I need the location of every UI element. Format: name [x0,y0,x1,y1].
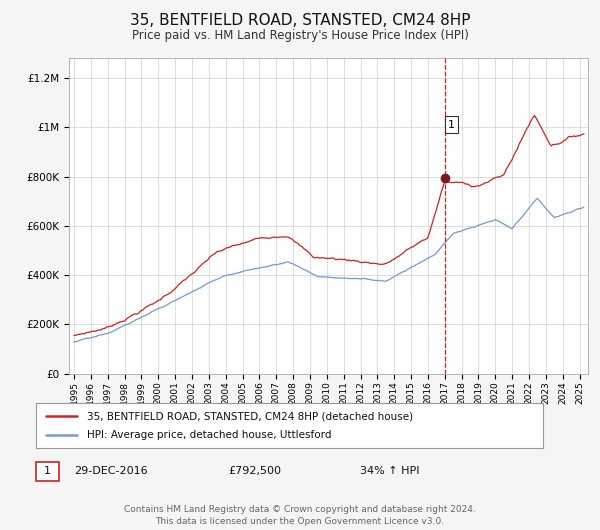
Text: 1: 1 [448,120,455,130]
Text: £792,500: £792,500 [228,466,281,476]
Text: Price paid vs. HM Land Registry's House Price Index (HPI): Price paid vs. HM Land Registry's House … [131,29,469,42]
Text: 34% ↑ HPI: 34% ↑ HPI [360,466,419,476]
Text: 29-DEC-2016: 29-DEC-2016 [74,466,148,476]
Text: HPI: Average price, detached house, Uttlesford: HPI: Average price, detached house, Uttl… [87,430,331,440]
Text: Contains HM Land Registry data © Crown copyright and database right 2024.: Contains HM Land Registry data © Crown c… [124,505,476,514]
Text: This data is licensed under the Open Government Licence v3.0.: This data is licensed under the Open Gov… [155,517,445,526]
Text: 35, BENTFIELD ROAD, STANSTED, CM24 8HP: 35, BENTFIELD ROAD, STANSTED, CM24 8HP [130,13,470,28]
Text: 35, BENTFIELD ROAD, STANSTED, CM24 8HP (detached house): 35, BENTFIELD ROAD, STANSTED, CM24 8HP (… [87,411,413,421]
Text: 1: 1 [44,466,51,476]
